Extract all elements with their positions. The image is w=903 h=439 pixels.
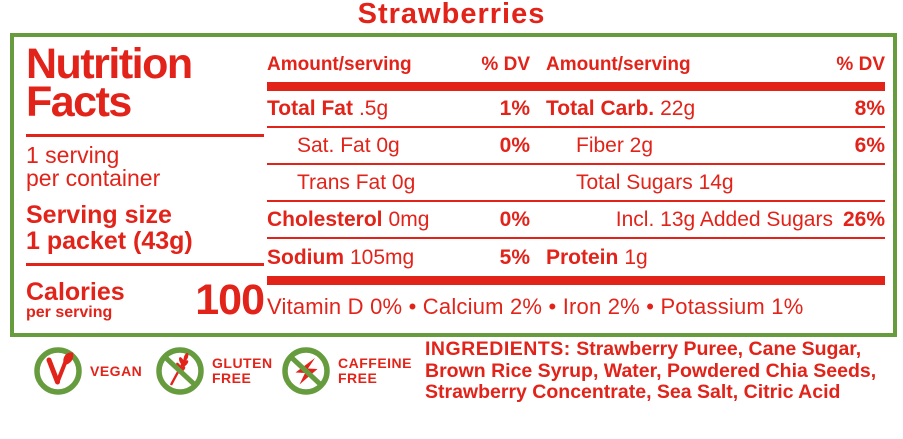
calories-value: 100 (195, 276, 265, 324)
nutrient-row: Trans Fat 0g Total Sugars 14g (267, 165, 885, 202)
caffeine-free-badge: CAFFEINE FREE (281, 346, 412, 396)
vegan-label: VEGAN (90, 362, 143, 379)
calories-label: Calories (26, 278, 125, 306)
nutrition-facts-panel: Nutrition Facts 1 serving per container … (26, 40, 265, 325)
thick-divider (267, 276, 885, 285)
serving-size-value: 1 packet (43g) (26, 227, 193, 255)
protein-cell: Protein 1g (546, 245, 648, 269)
no-gluten-icon (156, 347, 204, 395)
ingredients-text: INGREDIENTS: Strawberry Puree, Cane Suga… (425, 338, 899, 404)
vegan-leaf-icon (34, 347, 82, 395)
servings-unit: per container (26, 165, 161, 191)
sodium-cell: Sodium 105mg 5% (267, 245, 530, 269)
thick-divider (267, 82, 885, 91)
nutrient-row: Cholesterol 0mg 0% Incl. 13g Added Sugars 2… (267, 202, 885, 239)
nutrient-row: Sodium 105mg 5% Protein 1g (267, 239, 885, 276)
nutrition-facts-heading: Nutrition Facts (26, 40, 264, 126)
ingredients-list: Strawberry Puree, Cane Sugar, Brown Rice… (425, 338, 877, 403)
ingredients-label: INGREDIENTS: (425, 338, 571, 360)
product-title: Strawberries (357, 0, 546, 30)
calories: Calories per serving 100 (26, 276, 265, 325)
serving-size-label: Serving size (26, 201, 172, 229)
servings-per-container: 1 serving per container (26, 144, 264, 190)
heading-line-1: Nutrition (26, 40, 193, 88)
sat-fat-cell: Sat. Fat 0g 0% (297, 133, 530, 157)
gluten-free-badge: GLUTEN FREE (155, 346, 273, 396)
total-carb-cell: Total Carb. 22g 8% (546, 96, 885, 120)
caffeine-free-label: CAFFEINE FREE (338, 355, 412, 386)
serving-size: Serving size 1 packet (43g) (26, 202, 264, 254)
vegan-badge: VEGAN (33, 346, 142, 396)
trans-fat-cell: Trans Fat 0g (297, 170, 416, 194)
table-header-left: Amount/serving % DV (267, 54, 530, 76)
divider (26, 134, 264, 137)
table-header-right: Amount/serving % DV (546, 54, 885, 76)
dv-header: % DV (481, 54, 530, 75)
nutrient-row: Total Fat .5g 1% Total Carb. 22g 8% (267, 91, 885, 128)
total-sugars-cell: Total Sugars 14g (576, 170, 734, 194)
heading-line-2: Facts (26, 78, 132, 126)
fiber-cell: Fiber 2g 6% (576, 133, 885, 157)
nutrient-table: Amount/serving % DV Amount/serving % DV … (267, 53, 885, 320)
nutrient-row: Sat. Fat 0g 0% Fiber 2g 6% (267, 128, 885, 165)
divider (26, 263, 264, 266)
cholesterol-cell: Cholesterol 0mg 0% (267, 207, 530, 231)
nutrition-label-box: Nutrition Facts 1 serving per container … (10, 33, 897, 337)
calories-sublabel: per serving (26, 304, 113, 321)
gluten-free-label: GLUTEN FREE (212, 355, 273, 386)
vitamins-line: Vitamin D 0% • Calcium 2% • Iron 2% • Po… (267, 294, 804, 319)
servings-count: 1 serving (26, 142, 120, 168)
no-caffeine-icon (282, 347, 330, 395)
amount-serving-header: Amount/serving (546, 54, 691, 75)
added-sugars-cell: Incl. 13g Added Sugars 26% (615, 207, 885, 231)
total-fat-cell: Total Fat .5g 1% (267, 96, 530, 120)
dv-header: % DV (836, 54, 885, 75)
table-header-row: Amount/serving % DV Amount/serving % DV (267, 53, 885, 77)
amount-serving-header: Amount/serving (267, 54, 412, 75)
